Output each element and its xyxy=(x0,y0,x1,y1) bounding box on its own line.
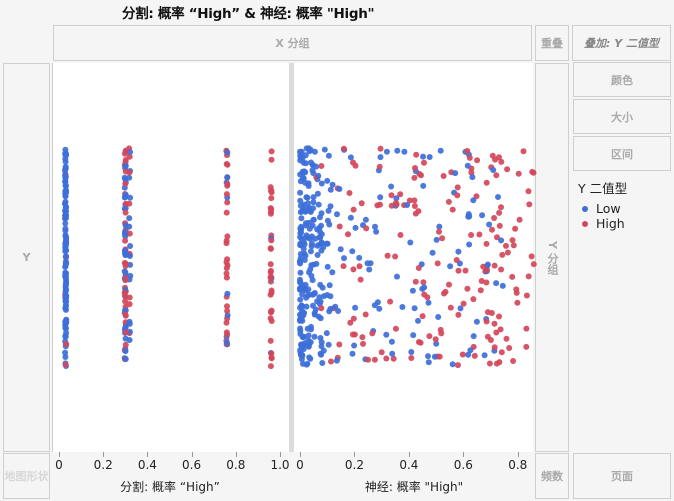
overlap-zone[interactable]: 重叠 xyxy=(535,25,569,61)
x-group-zone[interactable]: X 分组 xyxy=(53,25,532,61)
legend-label-low: Low xyxy=(596,201,621,216)
plot-panel-split[interactable] xyxy=(52,63,289,452)
panel-divider[interactable] xyxy=(289,63,294,452)
y-group-zone[interactable]: Y 分组 xyxy=(535,63,569,452)
color-zone[interactable]: 颜色 xyxy=(573,62,671,97)
legend-title: Y 二值型 xyxy=(578,181,628,196)
freq-zone[interactable]: 频数 xyxy=(535,453,569,499)
x-tick xyxy=(59,452,60,457)
legend-item-low[interactable]: Low xyxy=(578,201,627,216)
y-group-label: Y 分组 xyxy=(546,240,559,275)
x-tick xyxy=(300,452,301,457)
x-tick xyxy=(235,452,237,457)
x-tick-label: 0.2 xyxy=(93,458,113,472)
overlap-label: 重叠 xyxy=(541,37,563,50)
x-tick xyxy=(408,452,410,457)
size-label: 大小 xyxy=(611,110,633,124)
x-tick-label: 0 xyxy=(296,458,304,472)
x-tick xyxy=(103,452,105,457)
page-zone[interactable]: 页面 xyxy=(573,453,671,499)
size-zone[interactable]: 大小 xyxy=(573,99,671,134)
high-marker-icon xyxy=(582,220,588,227)
x-tick xyxy=(517,452,519,457)
map-shape-label: 地图形状 xyxy=(4,470,49,483)
x-tick-label: 0.4 xyxy=(137,458,157,472)
chart-title: 分割: 概率 “High” & 神经: 概率 "High" xyxy=(122,6,375,22)
x-tick xyxy=(191,452,193,457)
x-axis-title-neural: 神经: 概率 "High" xyxy=(364,480,464,494)
freq-label: 频数 xyxy=(541,470,563,483)
x-tick-label: 0.6 xyxy=(453,458,473,472)
x-tick-label: 0.8 xyxy=(508,458,528,472)
x-tick-label: 0.8 xyxy=(226,458,246,472)
y-label: Y xyxy=(22,251,31,264)
interval-zone[interactable]: 区间 xyxy=(573,136,671,171)
x-tick-label: 0.6 xyxy=(182,458,202,472)
color-label: 颜色 xyxy=(611,73,633,87)
legend-item-high[interactable]: High xyxy=(578,216,627,231)
map-shape-zone[interactable]: 地图形状 xyxy=(3,453,50,499)
x-tick-label: 0 xyxy=(55,458,63,472)
x-tick xyxy=(280,452,281,457)
x-tick xyxy=(354,452,356,457)
legend-label-high: High xyxy=(596,216,625,231)
y-zone[interactable]: Y xyxy=(3,63,50,452)
x-group-label: X 分组 xyxy=(275,37,310,50)
x-tick-label: 1.0 xyxy=(270,458,290,472)
legend: Y 二值型 Low High xyxy=(578,178,627,231)
x-tick-label: 0.2 xyxy=(344,458,364,472)
page-label: 页面 xyxy=(611,470,633,483)
low-marker-icon xyxy=(582,205,588,212)
overlay-zone[interactable]: 叠加: Y 二值型 xyxy=(572,25,671,61)
x-tick-label: 0.4 xyxy=(399,458,419,472)
plot-panel-neural[interactable] xyxy=(294,63,533,452)
overlay-label: 叠加: Y 二值型 xyxy=(583,37,660,50)
interval-label: 区间 xyxy=(611,147,633,161)
x-tick xyxy=(463,452,465,457)
x-tick xyxy=(147,452,149,457)
x-axis-title-split: 分割: 概率 “High” xyxy=(120,480,220,494)
